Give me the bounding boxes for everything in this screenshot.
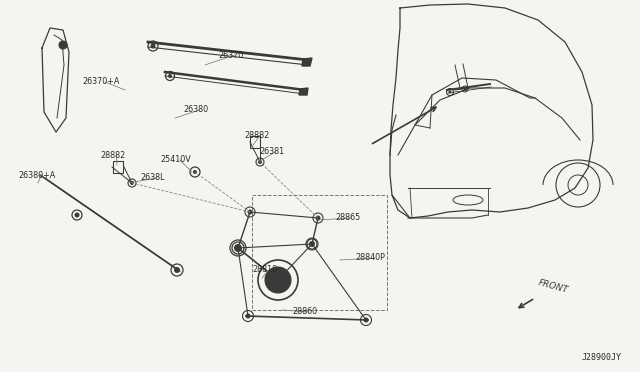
Bar (250, 136, 260, 148)
Circle shape (193, 170, 197, 174)
Circle shape (463, 87, 467, 90)
Circle shape (130, 181, 134, 185)
Circle shape (150, 44, 156, 48)
Circle shape (310, 241, 314, 247)
Polygon shape (299, 88, 308, 95)
Circle shape (265, 267, 291, 293)
Text: 28810: 28810 (252, 266, 277, 275)
Circle shape (168, 74, 172, 78)
Text: 26370: 26370 (218, 51, 243, 60)
Text: 2638L: 2638L (140, 173, 164, 183)
Text: 28882: 28882 (244, 131, 269, 140)
Bar (252, 195, 387, 310)
Text: 26381: 26381 (259, 148, 284, 157)
Circle shape (174, 267, 180, 273)
Circle shape (248, 209, 253, 215)
Circle shape (364, 317, 369, 323)
Circle shape (74, 212, 79, 218)
Circle shape (272, 274, 284, 286)
Circle shape (258, 160, 262, 164)
Text: 28840P: 28840P (355, 253, 385, 263)
Circle shape (235, 245, 241, 251)
Circle shape (234, 244, 242, 252)
Circle shape (59, 41, 67, 49)
Text: 26380: 26380 (183, 106, 208, 115)
Bar (113, 161, 123, 173)
Circle shape (309, 241, 315, 247)
Text: 25410V: 25410V (160, 155, 191, 164)
Text: 28882: 28882 (100, 151, 125, 160)
Text: 26380+A: 26380+A (18, 170, 55, 180)
Text: J28900JY: J28900JY (582, 353, 622, 362)
Circle shape (246, 314, 250, 318)
Text: 28860: 28860 (292, 308, 317, 317)
Text: FRONT: FRONT (537, 278, 569, 295)
Circle shape (449, 90, 451, 93)
Text: 28865: 28865 (335, 214, 360, 222)
Polygon shape (302, 58, 312, 66)
Text: 26370+A: 26370+A (82, 77, 120, 87)
Circle shape (316, 215, 321, 221)
